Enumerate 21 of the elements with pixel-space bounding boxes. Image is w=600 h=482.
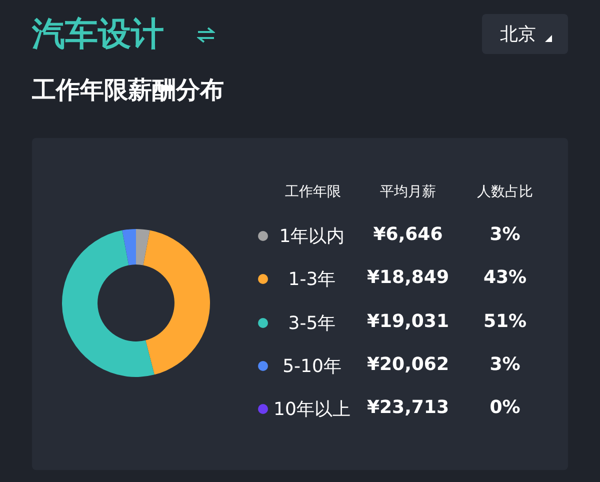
- data-label: 3%: [488, 224, 522, 245]
- text: 工作年限: [284, 183, 342, 201]
- text: 平均月薪: [379, 183, 437, 201]
- data-label: 3%: [488, 354, 522, 375]
- legend-label: 10年以上: [272, 398, 352, 422]
- text: ¥19,031: [366, 310, 450, 332]
- text: 人数占比: [476, 183, 534, 201]
- chart-subtitle: 工作年限薪酬分布: [32, 75, 224, 106]
- data-label: 51%: [482, 310, 528, 332]
- chart-title: 汽车设计: [32, 13, 164, 55]
- text: ¥6,646: [372, 224, 444, 245]
- text: ¥23,713: [367, 397, 449, 418]
- data-label: 43%: [482, 267, 528, 288]
- text: ¥18,849: [366, 267, 450, 288]
- legend-label: 3-5年: [287, 312, 337, 335]
- text: 北京: [500, 23, 536, 46]
- legend-label: 1年以内: [278, 225, 346, 248]
- text: ¥20,062: [366, 354, 450, 375]
- legend-label: 1-3年: [287, 268, 337, 292]
- legend-label: 5-10年: [282, 354, 342, 378]
- text: 0%: [490, 397, 520, 418]
